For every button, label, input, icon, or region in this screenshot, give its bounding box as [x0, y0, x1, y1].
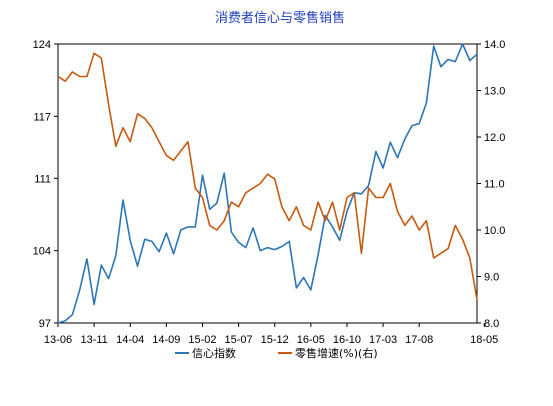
left-y-axis: 97 104 111 117 124: [33, 39, 58, 330]
left-tick-label: 104: [33, 246, 51, 258]
x-tick-label: 15-02: [188, 334, 216, 346]
left-tick-label: 111: [34, 173, 51, 185]
right-tick-label: 10.0: [484, 225, 505, 237]
x-tick-label: 16-05: [297, 334, 325, 346]
right-tick-label: 13.0: [484, 86, 505, 98]
chart-title: 消费者信心与零售销售: [215, 10, 345, 26]
x-axis: 13-06 13-11 14-04 14-09 15-02 15-07 15-12 16-05…: [44, 323, 498, 346]
legend-label-1: 零售增速(%)(右): [295, 346, 378, 360]
series-line-1: [57, 52, 478, 300]
x-tick-label: 14-09: [152, 334, 180, 346]
plot-area: [57, 43, 478, 324]
left-tick-label: 124: [33, 39, 51, 51]
x-tick-label: 18-05: [470, 334, 498, 346]
x-tick-label: 14-04: [116, 334, 144, 346]
right-tick-label: 9.0: [484, 272, 499, 284]
series-line-0: [57, 43, 478, 324]
legend-label-0: 信心指数: [192, 346, 236, 360]
legend: 信心指数 零售增速(%)(右): [175, 346, 378, 360]
x-tick-label: 15-07: [225, 334, 253, 346]
right-tick-label: 14.0: [484, 39, 505, 51]
left-tick-label: 117: [33, 111, 51, 123]
right-tick-label: 12.0: [484, 132, 505, 144]
series-lines: [57, 43, 478, 324]
right-tick-label: 11.0: [484, 179, 505, 191]
x-tick-label: 13-06: [44, 334, 72, 346]
right-tick-label: 8.0: [484, 318, 499, 330]
x-tick-label: 17-08: [405, 334, 433, 346]
x-tick-label: 16-10: [333, 334, 361, 346]
x-tick-label: 13-11: [80, 334, 107, 346]
x-tick-label: 17-03: [369, 334, 397, 346]
left-tick-label: 97: [39, 318, 51, 330]
x-tick-label: 15-12: [261, 334, 289, 346]
right-y-axis: 8.0 9.0 10.0 11.0 12.0 13.0 14.0: [477, 39, 505, 330]
